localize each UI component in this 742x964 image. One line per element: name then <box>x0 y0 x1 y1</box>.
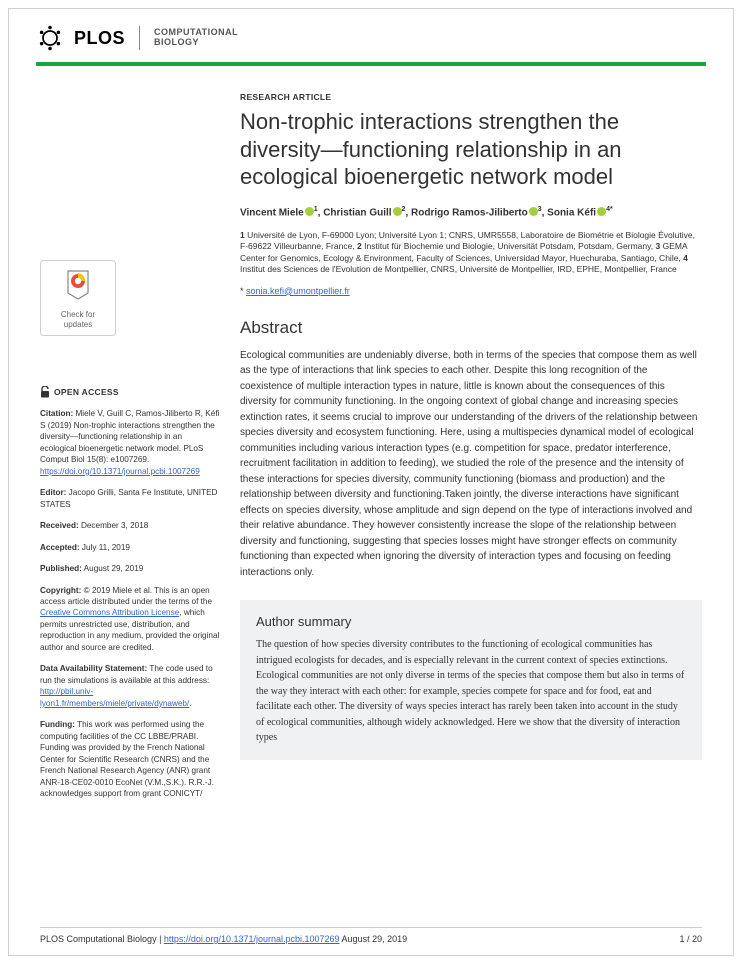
author-1-aff: 1 <box>314 206 318 213</box>
accent-bar <box>36 62 706 66</box>
orcid-icon <box>529 207 538 216</box>
cc-license-link[interactable]: Creative Commons Attribution License <box>40 608 179 617</box>
sidebar: Check for updates OPEN ACCESS Citation: … <box>40 260 220 810</box>
data-label: Data Availability Statement: <box>40 664 147 673</box>
copyright-block: Copyright: © 2019 Miele et al. This is a… <box>40 585 220 654</box>
citation-block: Citation: Miele V, Guill C, Ramos-Jilibe… <box>40 408 220 477</box>
footer-date: August 29, 2019 <box>340 934 408 944</box>
editor-label: Editor: <box>40 488 66 497</box>
author-4: Sonia Kéfi <box>547 207 596 218</box>
published-label: Published: <box>40 564 82 573</box>
published-text: August 29, 2019 <box>82 564 143 573</box>
data-availability-block: Data Availability Statement: The code us… <box>40 663 220 709</box>
orcid-icon <box>393 207 402 216</box>
footer-left: PLOS Computational Biology | https://doi… <box>40 934 407 944</box>
accepted-block: Accepted: July 11, 2019 <box>40 542 220 553</box>
footer-journal: PLOS Computational Biology | <box>40 934 164 944</box>
crossmark-icon <box>62 269 94 303</box>
accepted-label: Accepted: <box>40 543 80 552</box>
article-type: RESEARCH ARTICLE <box>240 92 702 102</box>
data-text2: . <box>189 699 191 708</box>
corr-email-link[interactable]: sonia.kefi@umontpellier.fr <box>246 286 350 296</box>
copyright-label: Copyright: <box>40 586 81 595</box>
received-block: Received: December 3, 2018 <box>40 520 220 531</box>
published-block: Published: August 29, 2019 <box>40 563 220 574</box>
accepted-text: July 11, 2019 <box>80 543 130 552</box>
author-2: Christian Guill <box>323 207 391 218</box>
funding-label: Funding: <box>40 720 75 729</box>
author-4-aff: 4* <box>606 206 613 213</box>
editor-block: Editor: Jacopo Grilli, Santa Fe Institut… <box>40 487 220 510</box>
journal-header: PLOS COMPUTATIONAL BIOLOGY <box>36 24 706 52</box>
abstract-heading: Abstract <box>240 318 702 338</box>
received-label: Received: <box>40 521 79 530</box>
author-list: Vincent Miele1, Christian Guill2, Rodrig… <box>240 205 702 220</box>
orcid-icon <box>597 207 606 216</box>
citation-label: Citation: <box>40 409 73 418</box>
corr-star: * <box>240 286 244 296</box>
open-lock-icon <box>40 386 50 398</box>
plos-logo-icon <box>36 24 64 52</box>
corresponding-email: * sonia.kefi@umontpellier.fr <box>240 286 702 296</box>
funding-block: Funding: This work was performed using t… <box>40 719 220 799</box>
summary-heading: Author summary <box>256 614 686 629</box>
author-3-aff: 3 <box>538 206 542 213</box>
author-1: Vincent Miele <box>240 207 304 218</box>
page-footer: PLOS Computational Biology | https://doi… <box>40 927 702 944</box>
author-3: Rodrigo Ramos-Jiliberto <box>411 207 528 218</box>
affiliations: 1 Université de Lyon, F-69000 Lyon; Univ… <box>240 230 702 276</box>
author-summary-box: Author summary The question of how speci… <box>240 600 702 760</box>
orcid-icon <box>305 207 314 216</box>
check-updates-badge[interactable]: Check for updates <box>40 260 116 336</box>
journal-subname: COMPUTATIONAL BIOLOGY <box>154 28 238 48</box>
funding-text: This work was performed using the comput… <box>40 720 214 798</box>
received-text: December 3, 2018 <box>79 521 149 530</box>
journal-sub-line2: BIOLOGY <box>154 38 238 48</box>
footer-doi-link[interactable]: https://doi.org/10.1371/journal.pcbi.100… <box>164 934 340 944</box>
check-updates-label: Check for updates <box>47 310 109 329</box>
brand-divider <box>139 26 140 50</box>
open-access-label: OPEN ACCESS <box>54 387 119 397</box>
main-column: RESEARCH ARTICLE Non-trophic interaction… <box>240 92 702 760</box>
author-2-aff: 2 <box>402 206 406 213</box>
editor-text: Jacopo Grilli, Santa Fe Institute, UNITE… <box>40 488 217 508</box>
abstract-text: Ecological communities are undeniably di… <box>240 348 702 581</box>
open-access-row: OPEN ACCESS <box>40 386 220 398</box>
page-number: 1 / 20 <box>679 934 702 944</box>
article-title: Non-trophic interactions strengthen the … <box>240 108 702 191</box>
citation-doi-link[interactable]: https://doi.org/10.1371/journal.pcbi.100… <box>40 467 200 476</box>
plos-brand-name: PLOS <box>74 28 125 49</box>
data-link[interactable]: http://pbil.univ-lyon1.fr/members/miele/… <box>40 687 189 707</box>
summary-text: The question of how species diversity co… <box>256 637 686 746</box>
